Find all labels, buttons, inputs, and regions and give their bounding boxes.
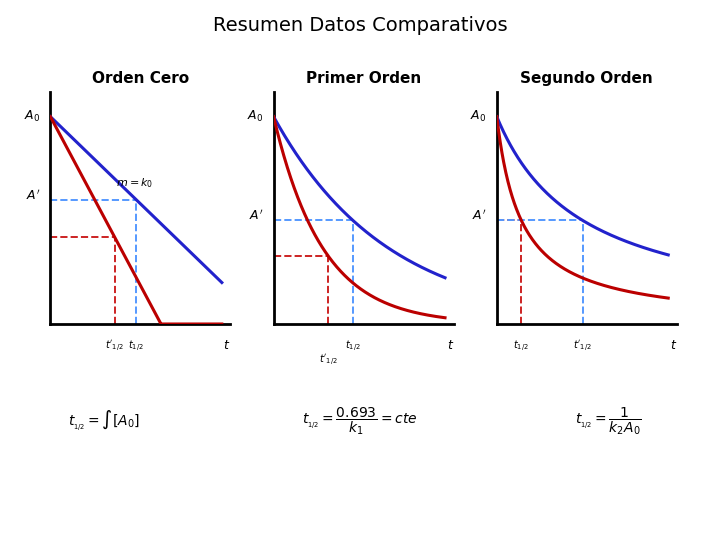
Text: $A_0$: $A_0$ <box>24 109 40 124</box>
Title: Primer Orden: Primer Orden <box>306 71 421 86</box>
Text: $t_{_{1/2}} = \dfrac{0.693}{k_1} = cte$: $t_{_{1/2}} = \dfrac{0.693}{k_1} = cte$ <box>302 406 418 437</box>
Text: $t_{1/2}$: $t_{1/2}$ <box>128 339 144 354</box>
Text: $t'_{1/2}$: $t'_{1/2}$ <box>105 339 124 354</box>
Text: $t_{_{1/2}} = \dfrac{1}{k_2 A_0}$: $t_{_{1/2}} = \dfrac{1}{k_2 A_0}$ <box>575 406 642 437</box>
Text: Resumen Datos Comparativos: Resumen Datos Comparativos <box>212 16 508 35</box>
Text: $A'$: $A'$ <box>249 209 264 224</box>
Text: $t'_{1/2}$: $t'_{1/2}$ <box>318 353 337 368</box>
Text: $t$: $t$ <box>670 339 677 352</box>
Text: $A'$: $A'$ <box>26 188 40 202</box>
Text: $m = k_0$: $m = k_0$ <box>115 176 153 190</box>
Text: $t_{1/2}$: $t_{1/2}$ <box>513 339 529 354</box>
Text: $t'_{1/2}$: $t'_{1/2}$ <box>573 339 592 354</box>
Text: $t_{1/2}$: $t_{1/2}$ <box>345 339 361 354</box>
Text: $t_{_{1/2}} = \int [A_0]$: $t_{_{1/2}} = \int [A_0]$ <box>68 409 140 433</box>
Text: $\it{t}$: $\it{t}$ <box>223 339 230 352</box>
Text: $A'$: $A'$ <box>472 209 487 224</box>
Text: $\it{t}$: $\it{t}$ <box>446 339 454 352</box>
Text: $A_0$: $A_0$ <box>470 109 487 124</box>
Text: $A_0$: $A_0$ <box>247 109 264 124</box>
Title: Orden Cero: Orden Cero <box>92 71 189 86</box>
Title: Segundo Orden: Segundo Orden <box>521 71 653 86</box>
